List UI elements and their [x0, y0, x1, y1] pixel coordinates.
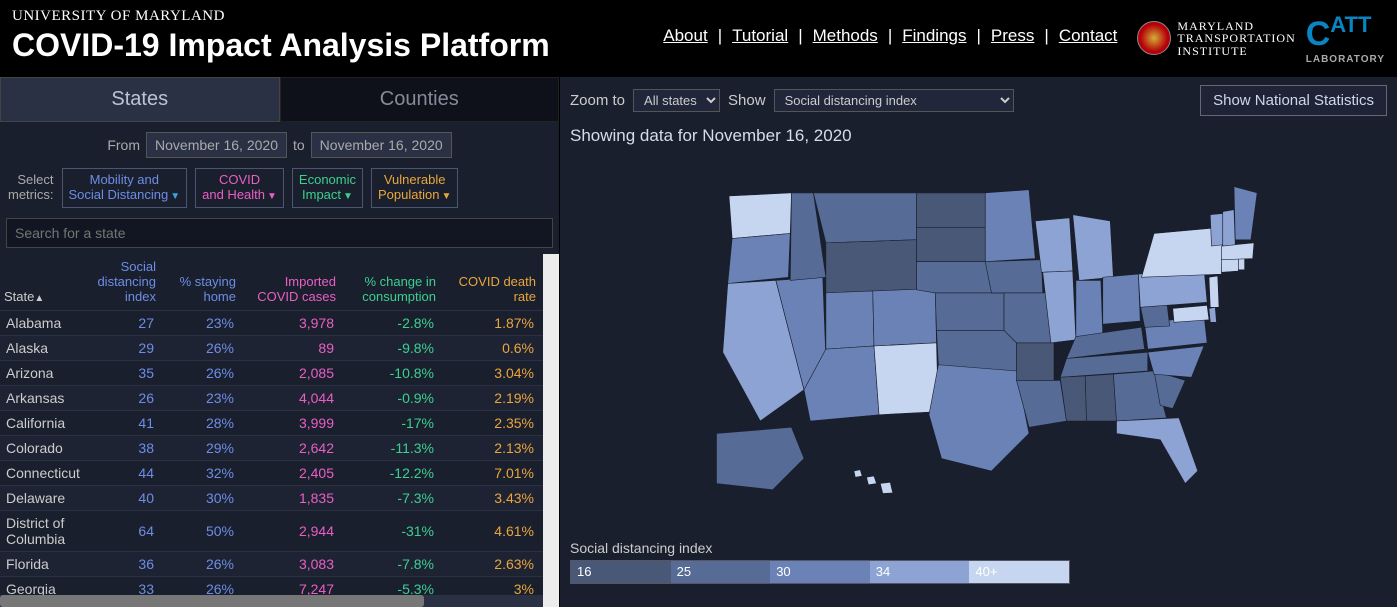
us-map[interactable]: [679, 156, 1279, 536]
map-state-ND[interactable]: [916, 193, 985, 227]
header: UNIVERSITY OF MARYLAND COVID-19 Impact A…: [0, 0, 1397, 77]
map-state-KS[interactable]: [935, 293, 1004, 331]
map-state-IA[interactable]: [985, 260, 1043, 293]
to-label: to: [293, 137, 305, 153]
map-state-CO[interactable]: [872, 288, 936, 346]
table-row[interactable]: Arizona3526%2,085-10.8%3.04%▢: [0, 361, 559, 386]
zoom-label: Zoom to: [570, 92, 625, 109]
map-state-WY[interactable]: [825, 240, 916, 293]
show-label: Show: [728, 92, 766, 109]
map-state-NJ[interactable]: [1209, 276, 1219, 307]
metric-filter-3[interactable]: VulnerablePopulation▼: [371, 168, 458, 208]
app-title: COVID-19 Impact Analysis Platform: [12, 27, 550, 64]
nav-press[interactable]: Press: [991, 26, 1034, 46]
map-state-UT[interactable]: [825, 291, 873, 349]
col-state[interactable]: State▲: [0, 254, 80, 311]
show-select[interactable]: Social distancing index: [774, 89, 1014, 112]
umd-seal-icon: [1137, 21, 1171, 55]
legend-swatch: 40+: [969, 561, 1069, 583]
tab-states[interactable]: States: [0, 77, 280, 122]
nav-contact[interactable]: Contact: [1059, 26, 1118, 46]
col-consumption[interactable]: % change inconsumption: [340, 254, 440, 311]
map-state-NM[interactable]: [874, 343, 938, 415]
col-stay[interactable]: % stayinghome: [160, 254, 240, 311]
legend-swatch: 25: [671, 561, 771, 583]
nav-methods[interactable]: Methods: [813, 26, 878, 46]
table-row[interactable]: Delaware4030%1,835-7.3%3.43%▢: [0, 486, 559, 511]
map-state-NY[interactable]: [1141, 227, 1222, 277]
select-metrics-label: Select metrics:: [8, 173, 54, 202]
table-row[interactable]: Colorado3829%2,642-11.3%2.13%▢: [0, 436, 559, 461]
showing-date-label: Showing data for November 16, 2020: [570, 126, 1387, 146]
table-row[interactable]: Alabama2723%3,978-2.8%1.87%▢: [0, 311, 559, 336]
legend-bar: 1625303440+: [570, 560, 1070, 584]
left-panel: States Counties From November 16, 2020 t…: [0, 77, 560, 607]
map-state-MT[interactable]: [813, 193, 916, 243]
metric-filter-0[interactable]: Mobility andSocial Distancing▼: [62, 168, 188, 208]
map-state-NC[interactable]: [1147, 346, 1203, 377]
map-state-VT[interactable]: [1210, 213, 1223, 246]
map-state-RI[interactable]: [1238, 258, 1244, 269]
from-date-input[interactable]: November 16, 2020: [146, 132, 287, 158]
search-input[interactable]: [6, 218, 553, 248]
states-table-wrap: State▲ Socialdistancingindex % stayingho…: [0, 254, 559, 607]
table-row[interactable]: Arkansas2623%4,044-0.9%2.19%▢: [0, 386, 559, 411]
horizontal-scrollbar[interactable]: [0, 595, 543, 607]
table-row[interactable]: District of Columbia6450%2,944-31%4.61%▢: [0, 511, 559, 552]
map-state-OH[interactable]: [1102, 274, 1140, 324]
zoom-select[interactable]: All states: [633, 89, 720, 112]
top-nav: About| Tutorial| Methods| Findings| Pres…: [663, 8, 1117, 46]
nav-about[interactable]: About: [663, 26, 707, 46]
map-state-WA[interactable]: [729, 193, 792, 239]
map-state-NE[interactable]: [916, 261, 991, 292]
show-national-stats-button[interactable]: Show National Statistics: [1200, 85, 1387, 116]
states-table: State▲ Socialdistancingindex % stayingho…: [0, 254, 559, 602]
map-state-NH[interactable]: [1222, 210, 1235, 246]
mti-logo: MARYLAND TRANSPORTATION INSTITUTE: [1137, 20, 1295, 58]
metric-filter-2[interactable]: EconomicImpact▼: [292, 168, 363, 208]
map-state-FL[interactable]: [1116, 418, 1197, 484]
map-state-SD[interactable]: [916, 227, 985, 261]
col-imported[interactable]: ImportedCOVID cases: [240, 254, 340, 311]
legend-swatch: 34: [870, 561, 970, 583]
table-row[interactable]: California4128%3,999-17%2.35%▢: [0, 411, 559, 436]
map-state-DE[interactable]: [1209, 307, 1217, 322]
map-state-OR[interactable]: [727, 233, 790, 283]
map-state-AR[interactable]: [1016, 343, 1054, 381]
map-state-IN[interactable]: [1075, 280, 1102, 336]
map-state-AL[interactable]: [1085, 374, 1116, 421]
table-row[interactable]: Connecticut4432%2,405-12.2%7.01%▢: [0, 461, 559, 486]
col-sdi[interactable]: Socialdistancingindex: [80, 254, 160, 311]
col-death[interactable]: COVID deathrate: [440, 254, 540, 311]
right-panel: Zoom to All states Show Social distancin…: [560, 77, 1397, 607]
from-label: From: [107, 137, 140, 153]
table-row[interactable]: Florida3626%3,083-7.8%2.63%▢: [0, 552, 559, 577]
map-state-ME[interactable]: [1234, 186, 1257, 239]
map-state-TX[interactable]: [929, 365, 1029, 471]
table-row[interactable]: Alaska2926%89-9.8%0.6%▢: [0, 336, 559, 361]
map-state-AK[interactable]: [716, 427, 804, 490]
map-state-MI[interactable]: [1072, 215, 1113, 281]
nav-findings[interactable]: Findings: [902, 26, 966, 46]
to-date-input[interactable]: November 16, 2020: [311, 132, 452, 158]
metric-filter-1[interactable]: COVIDand Health▼: [195, 168, 284, 208]
tab-counties[interactable]: Counties: [280, 77, 560, 122]
map-state-WI[interactable]: [1035, 218, 1073, 272]
nav-tutorial[interactable]: Tutorial: [732, 26, 788, 46]
university-name: UNIVERSITY OF MARYLAND: [12, 8, 550, 25]
legend-swatch: 30: [770, 561, 870, 583]
map-state-MN[interactable]: [985, 190, 1035, 262]
map-state-HI[interactable]: [854, 470, 893, 494]
legend-swatch: 16: [571, 561, 671, 583]
legend-title: Social distancing index: [570, 540, 1387, 556]
catt-logo: CATT LABORATORY: [1306, 12, 1385, 65]
vertical-scrollbar[interactable]: [543, 254, 559, 607]
map-state-MD[interactable]: [1172, 305, 1208, 322]
